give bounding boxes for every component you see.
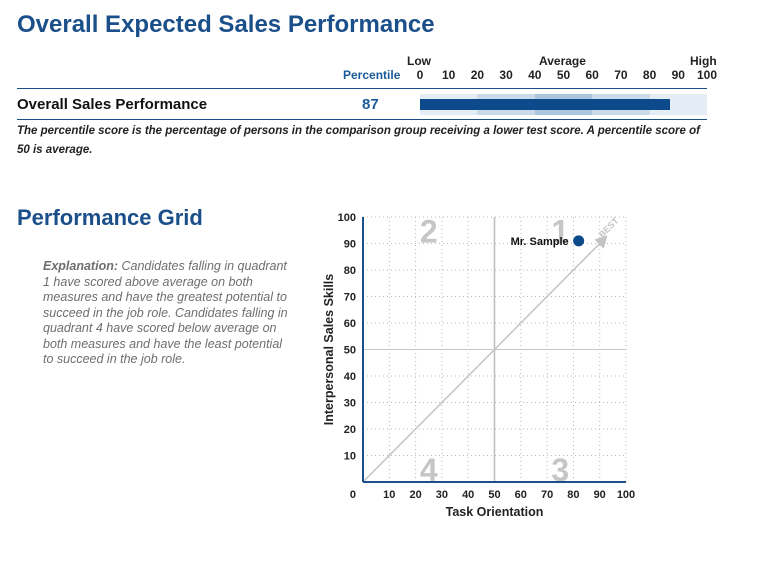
data-point-label: Mr. Sample [511,236,569,248]
best-arrow-icon [594,235,608,249]
x-tick-label: 60 [515,489,527,501]
x-axis-title: Task Orientation [446,505,544,519]
percentile-tick-label: 80 [642,68,657,82]
percentile-tick-label: 0 [416,68,424,82]
x-tick-label: 50 [488,489,500,501]
percentile-tick-label: 70 [614,68,628,82]
quadrant-number: 4 [420,452,438,488]
data-point [573,235,585,247]
row-divider [17,119,707,120]
quadrant-number: 2 [420,213,438,249]
grid-explanation: Explanation: Candidates falling in quadr… [43,259,293,368]
y-tick-label: 20 [344,424,356,436]
y-tick-label: 50 [344,345,356,357]
percentile-score-bar [420,99,670,110]
percentile-tick-label: 100 [696,68,718,82]
y-tick-label: 70 [344,292,356,304]
y-tick-label: 100 [338,212,356,224]
grid-title: Performance Grid [17,205,203,230]
percentile-tick-label: 60 [585,68,599,82]
percentile-footnote: The percentile score is the percentage o… [17,125,700,156]
scale-low-label: Low [407,54,431,68]
percentile-tick-label: 90 [671,68,685,82]
y-tick-label: 40 [344,371,356,383]
score-row-label: Overall Sales Performance [17,96,208,113]
page-title: Overall Expected Sales Performance [17,11,435,38]
y-tick-label: 60 [344,318,356,330]
quadrant-number: 1 [551,213,569,249]
y-tick-label: 0 [350,489,356,501]
percentile-tick-label: 10 [442,68,456,82]
quadrant-number: 3 [551,452,569,488]
y-tick-label: 10 [344,451,356,463]
y-tick-label: 80 [344,265,356,277]
best-diagonal-line [362,240,603,483]
scale-average-label: Average [539,54,586,68]
x-tick-label: 100 [617,489,635,501]
x-tick-label: 70 [541,489,553,501]
header-divider [17,88,707,89]
x-tick-label: 40 [462,489,474,501]
x-tick-label: 80 [567,489,579,501]
x-tick-label: 30 [436,489,448,501]
scale-high-label: High [690,54,717,68]
y-tick-label: 90 [344,239,356,251]
x-tick-label: 10 [383,489,395,501]
y-axis-title: Interpersonal Sales Skills [322,274,336,426]
percentile-tick-label: 40 [528,68,542,82]
percentile-label: Percentile [343,68,401,82]
y-tick-label: 30 [344,398,356,410]
explanation-body: Candidates falling in quadrant 1 have sc… [43,259,288,366]
x-tick-label: 20 [409,489,421,501]
explanation-lead: Explanation: [43,259,119,273]
best-label: BEST [597,215,621,239]
percentile-tick-label: 20 [470,68,485,82]
x-tick-label: 90 [594,489,606,501]
percentile-tick-label: 30 [499,68,513,82]
percentile-tick-label: 50 [556,68,571,82]
score-row-value: 87 [362,96,379,113]
